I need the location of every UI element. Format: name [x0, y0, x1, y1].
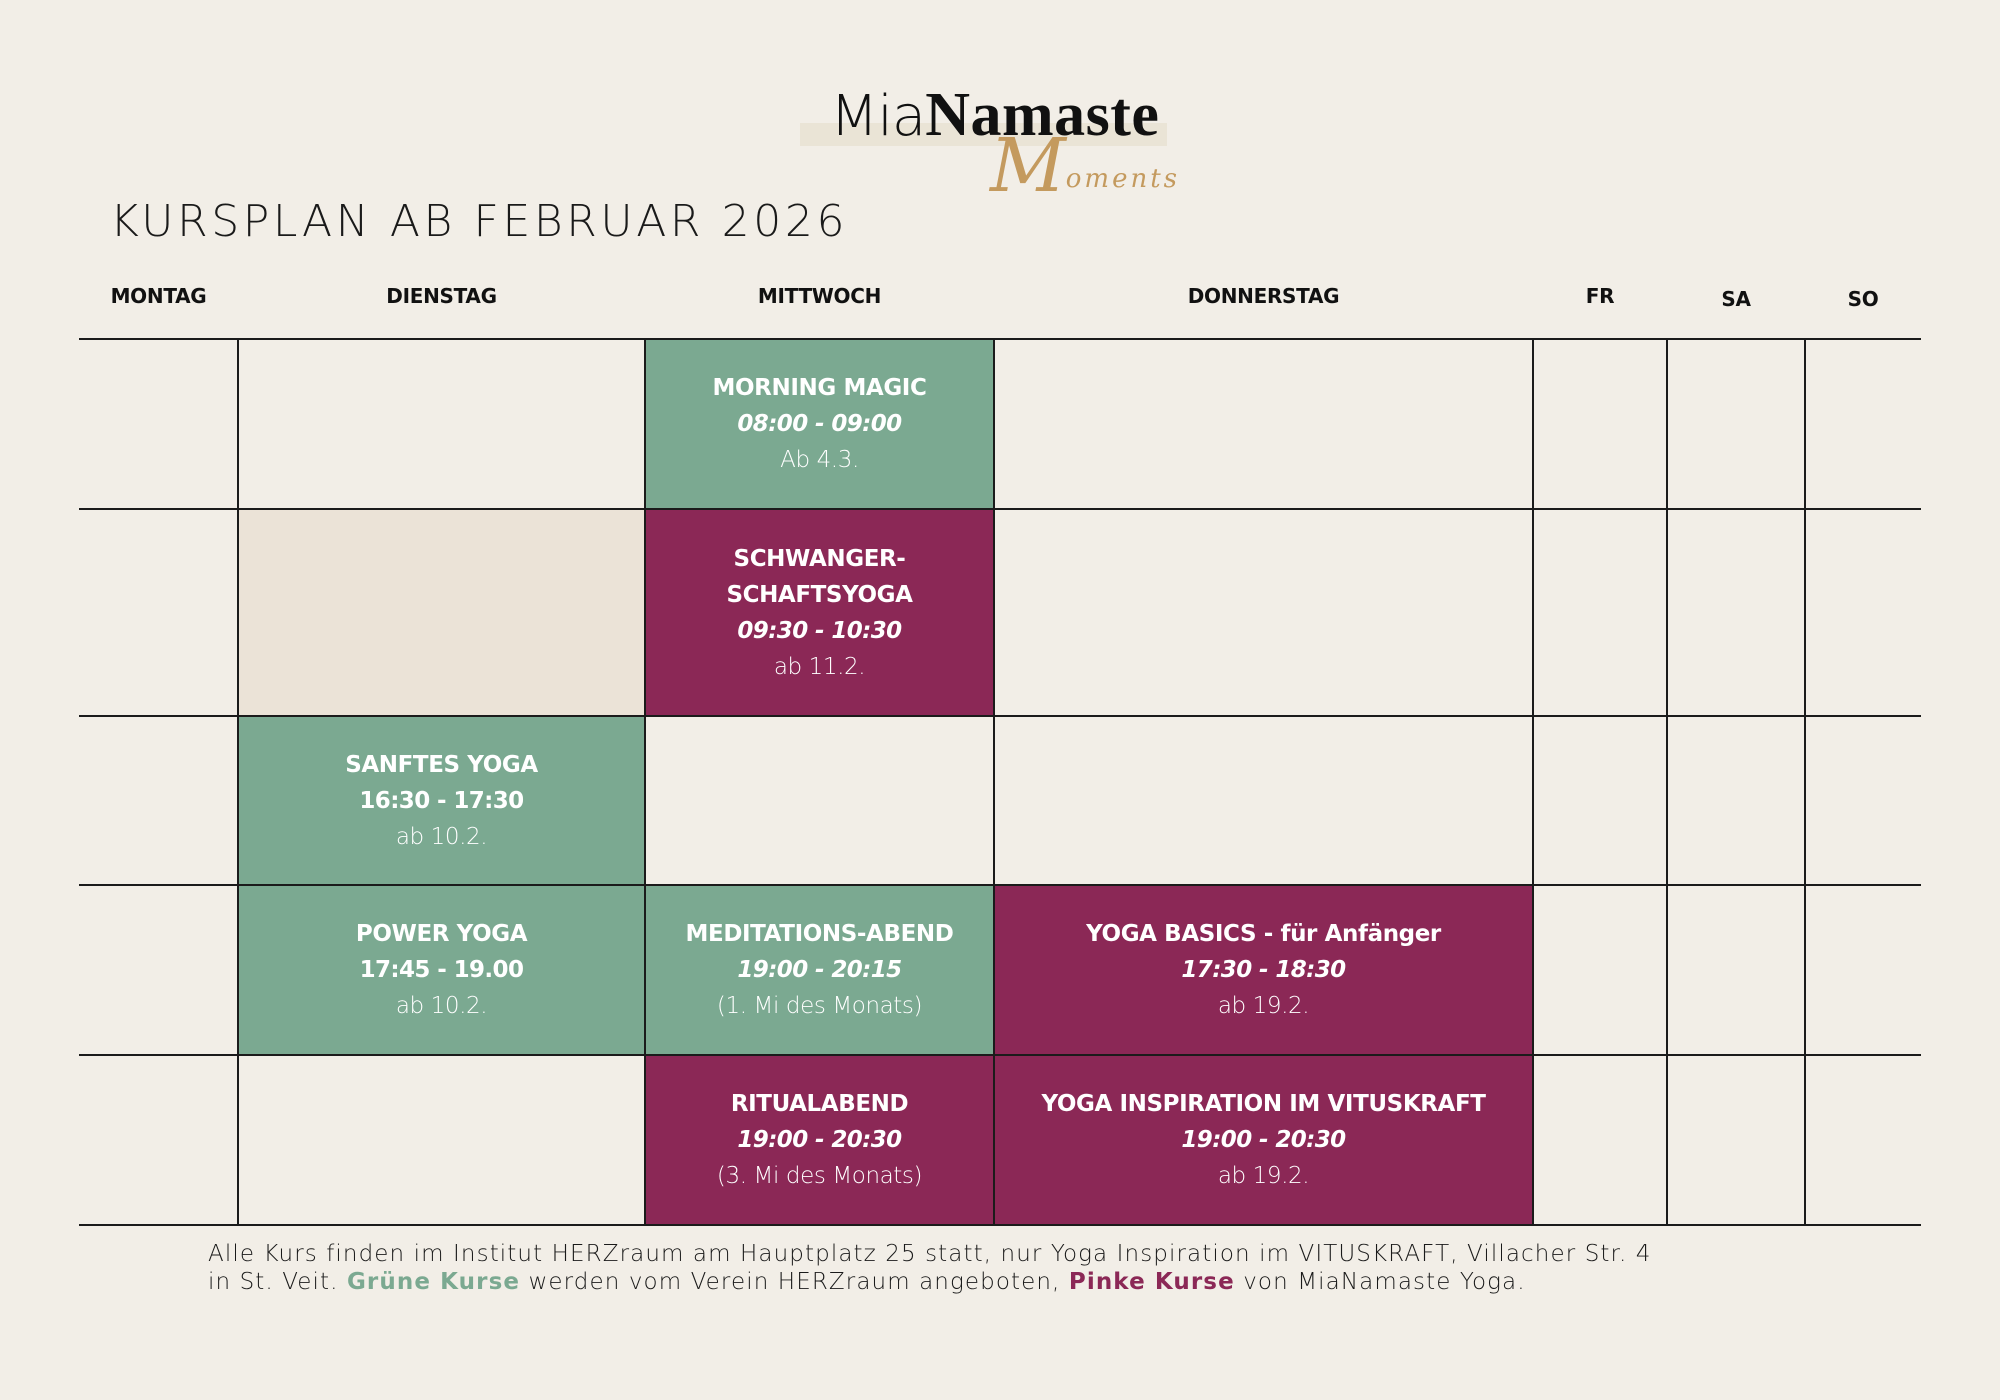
day-header-dienstag: DIENSTAG	[386, 284, 497, 308]
legend-pink-courses: Pinke Kurse	[1068, 1269, 1235, 1295]
course-schwangerschaftsyoga[interactable]: SCHWANGER- SCHAFTSYOGA 09:30 - 10:30 ab …	[645, 509, 994, 716]
empty-slot-dienstag-row2	[238, 509, 645, 716]
course-meditations-abend[interactable]: MEDITATIONS-ABEND 19:00 - 20:15 (1. Mi d…	[645, 885, 994, 1055]
logo-name-light: Mia	[830, 84, 926, 149]
course-start-note: ab 19.2.	[1217, 1163, 1310, 1189]
footer-line-2: in St. Veit. Grüne Kurse werden vom Vere…	[208, 1268, 1908, 1296]
day-header-samstag: SA	[1721, 287, 1751, 311]
footer-text: in St. Veit.	[208, 1269, 347, 1295]
footer-line-1: Alle Kurs finden im Institut HERZraum am…	[208, 1241, 1652, 1267]
logo-script-rest: oments	[1065, 164, 1181, 194]
course-title: MEDITATIONS-ABEND	[685, 921, 954, 947]
course-start-note: Ab 4.3.	[780, 447, 859, 473]
logo: MiaNamaste Moments	[790, 78, 1210, 208]
course-title: YOGA BASICS - für Anfänger	[1086, 921, 1441, 947]
footer-text: werden vom Verein HERZraum angeboten,	[520, 1269, 1069, 1295]
course-title: RITUALABEND	[730, 1091, 909, 1117]
course-time: 09:30 - 10:30	[737, 617, 902, 644]
logo-highlight-bar	[800, 123, 1167, 146]
day-header-montag: MONTAG	[110, 284, 207, 308]
logo-name-bold: Namaste	[925, 81, 1160, 149]
course-start-note: ab 10.2.	[395, 823, 488, 850]
footer-note: Alle Kurs finden im Institut HERZraum am…	[208, 1240, 1908, 1296]
day-header-freitag: FR	[1585, 284, 1615, 308]
course-title-line2: SCHAFTSYOGA	[726, 581, 913, 608]
course-start-note: (3. Mi des Monats)	[716, 1163, 923, 1189]
day-header-mittwoch: MITTWOCH	[757, 284, 882, 308]
course-title: YOGA INSPIRATION IM VITUSKRAFT	[1041, 1091, 1486, 1117]
course-time: 19:00 - 20:15	[737, 957, 902, 983]
footer-text: von MiaNamaste Yoga.	[1234, 1269, 1526, 1295]
course-start-note: ab 11.2.	[773, 653, 866, 680]
course-title-line1: SCHWANGER-	[733, 545, 906, 572]
logo-script-initial: M	[990, 123, 1066, 209]
day-header-sonntag: SO	[1847, 287, 1879, 311]
course-time: 16:30 - 17:30	[359, 787, 524, 814]
course-title: SANFTES YOGA	[345, 751, 538, 778]
course-power-yoga[interactable]: POWER YOGA 17:45 - 19.00 ab 10.2.	[238, 885, 645, 1055]
legend-green-courses: Grüne Kurse	[346, 1269, 521, 1295]
logo-wordmark: MiaNamaste	[830, 80, 1159, 152]
course-time: 17:45 - 19.00	[359, 957, 524, 983]
course-start-note: ab 10.2.	[395, 993, 488, 1019]
course-start-note: ab 19.2.	[1217, 993, 1310, 1019]
course-yoga-basics[interactable]: YOGA BASICS - für Anfänger 17:30 - 18:30…	[994, 885, 1533, 1055]
course-start-note: (1. Mi des Monats)	[716, 993, 923, 1019]
course-sanftes-yoga[interactable]: SANFTES YOGA 16:30 - 17:30 ab 10.2.	[238, 716, 645, 885]
course-yoga-inspiration[interactable]: YOGA INSPIRATION IM VITUSKRAFT 19:00 - 2…	[994, 1055, 1533, 1225]
course-time: 19:00 - 20:30	[737, 1127, 902, 1153]
course-title: POWER YOGA	[355, 921, 528, 947]
grid-line-top	[79, 338, 1921, 340]
day-header-donnerstag: DONNERSTAG	[1187, 284, 1340, 308]
course-morning-magic[interactable]: MORNING MAGIC 08:00 - 09:00 Ab 4.3.	[645, 339, 994, 509]
grid-col-samstag-sonntag	[1804, 338, 1806, 1226]
logo-script-moments: Moments	[990, 129, 1181, 203]
course-time: 17:30 - 18:30	[1181, 957, 1346, 983]
course-time: 08:00 - 09:00	[737, 411, 902, 437]
course-time: 19:00 - 20:30	[1181, 1127, 1346, 1153]
grid-col-freitag-samstag	[1666, 338, 1668, 1226]
page-title: KURSPLAN AB FEBRUAR 2026	[110, 196, 849, 247]
course-title: MORNING MAGIC	[712, 375, 927, 401]
course-ritualabend[interactable]: RITUALABEND 19:00 - 20:30 (3. Mi des Mon…	[645, 1055, 994, 1225]
